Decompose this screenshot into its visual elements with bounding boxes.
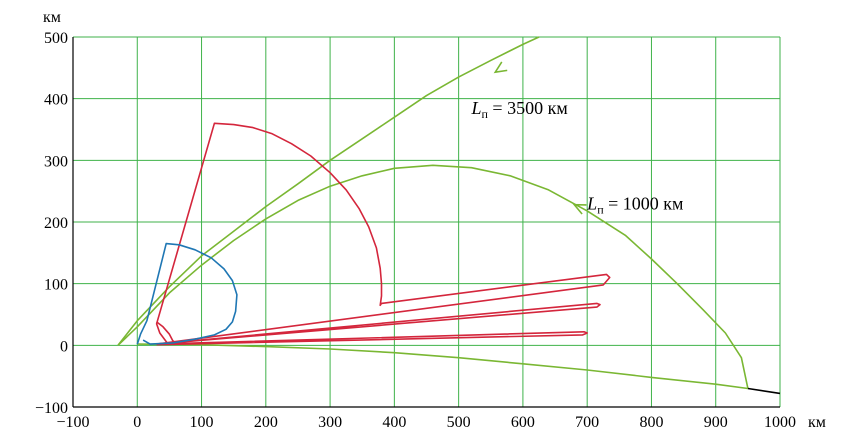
annotation-l-1000: Lп = 1000 км	[586, 194, 683, 217]
arrow-green-3500	[493, 61, 508, 74]
series-green-1000	[117, 164, 749, 389]
x-tick-label: 300	[318, 414, 342, 431]
annotation-subscript: п	[482, 107, 489, 121]
x-unit-label: км	[808, 414, 826, 431]
x-tick-label: 0	[133, 414, 141, 431]
series-red-mid	[156, 302, 601, 345]
arrow-green-1000	[572, 203, 587, 215]
series-blue	[136, 242, 238, 345]
x-tick-label: 900	[704, 414, 728, 431]
series-green-3500	[117, 36, 540, 346]
x-tick-label: −100	[56, 414, 89, 431]
x-tick-label: 200	[254, 414, 278, 431]
series-layer	[117, 36, 781, 395]
annotation-value: = 3500 км	[488, 98, 568, 118]
x-tick-label: 800	[639, 414, 663, 431]
series-black-tail	[747, 387, 781, 395]
x-tick-label: 400	[382, 414, 406, 431]
x-tick-label: 500	[447, 414, 471, 431]
series-red-low	[156, 330, 589, 346]
x-tick-label: 100	[190, 414, 214, 431]
y-tick-label: 500	[44, 30, 68, 47]
y-tick-label: 400	[44, 92, 68, 109]
x-tick-label: 700	[575, 414, 599, 431]
y-tick-label: 200	[44, 215, 68, 232]
annotation-symbol: L	[586, 194, 597, 214]
annotation-value: = 1000 км	[604, 194, 684, 214]
y-unit-label: км	[43, 9, 61, 26]
annotation-symbol: L	[470, 98, 481, 118]
y-tick-label: 0	[60, 338, 68, 355]
annotation-subscript: п	[597, 203, 604, 217]
grid	[72, 36, 781, 408]
series-green-lower	[137, 343, 749, 390]
x-tick-label: 600	[511, 414, 535, 431]
axes	[72, 37, 780, 408]
y-tick-label: 100	[44, 277, 68, 294]
x-tick-label: 1000	[764, 414, 796, 431]
series-red-inner	[156, 321, 177, 345]
tick-labels: −100 0 100 200 300 400 500 600 700 800 900 1000−100…	[35, 30, 796, 431]
series-red-main	[155, 122, 611, 345]
annotation-l-3500: Lп = 3500 км	[470, 98, 567, 121]
y-tick-label: −100	[35, 400, 68, 417]
y-tick-label: 300	[44, 153, 68, 170]
